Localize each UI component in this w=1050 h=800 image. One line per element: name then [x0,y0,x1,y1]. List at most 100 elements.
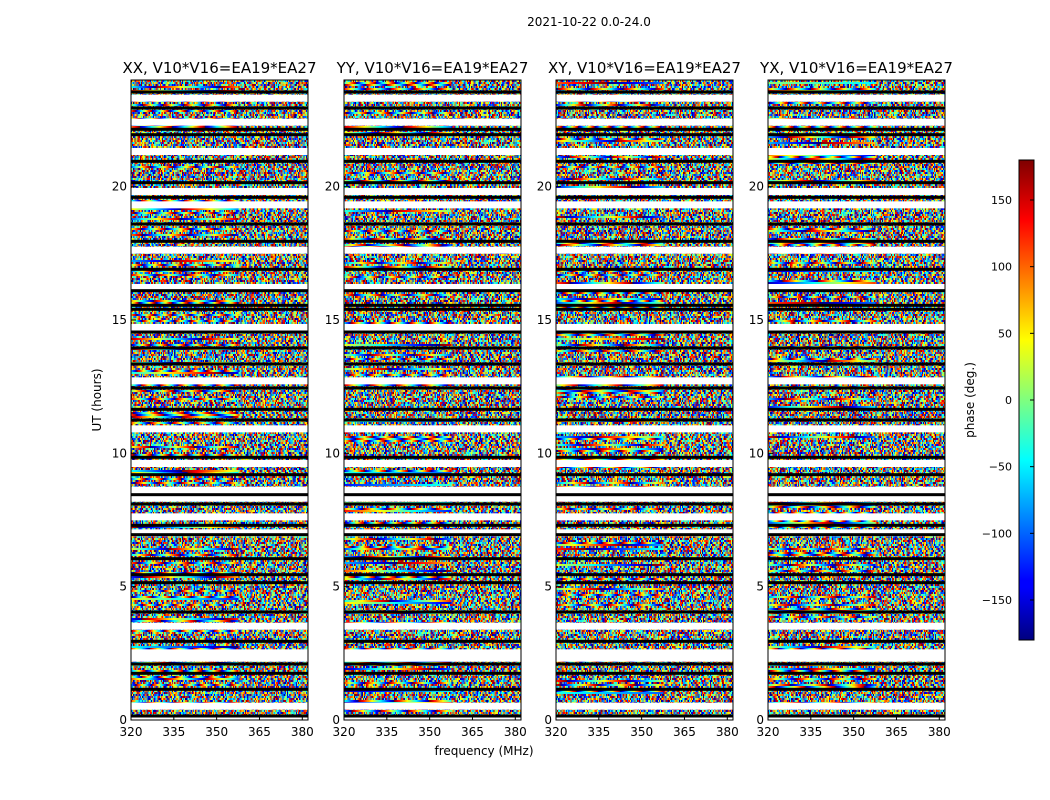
panel-title: XY, V10*V16=EA19*EA27 [548,59,741,77]
flagged-band [344,513,521,521]
gap-band [556,533,733,537]
flagged-band [556,702,733,710]
y-axis-label: UT (hours) [90,368,104,431]
gap-band [131,106,308,110]
x-tick-label: 380 [716,725,739,739]
gap-band [344,493,521,497]
gap-band [131,455,308,459]
flagged-band [768,118,945,126]
y-tick-label: 0 [544,713,552,727]
gap-band [131,289,308,293]
flagged-band [556,188,733,195]
gap-band [131,307,308,311]
gap-band [768,573,945,577]
flagged-band [344,529,521,537]
x-tick-label: 365 [673,725,696,739]
gap-band [344,581,521,585]
gap-band [344,610,521,614]
flagged-band [768,201,945,209]
x-tick-label: 380 [504,725,527,739]
flagged-band [556,654,733,662]
gap-band [556,303,733,307]
flagged-band [556,118,733,126]
gap-band [131,418,308,422]
y-tick-label: 20 [325,180,340,194]
flagged-band [344,148,521,155]
gap-band [131,523,308,527]
gap-band [131,573,308,577]
flagged-band [344,284,521,291]
flagged-band [556,425,733,433]
flagged-band [768,529,945,537]
gap-band [768,159,945,163]
gap-band [768,418,945,422]
gap-band [131,267,308,271]
y-tick-label: 10 [112,446,127,460]
x-tick-label: 335 [162,725,185,739]
gap-band [556,687,733,691]
gap-band [131,662,308,666]
gap-band [344,181,521,185]
flagged-band [131,425,308,433]
gap-band [556,133,733,137]
gap-band [556,502,733,506]
flagged-band [556,246,733,254]
gap-band [131,493,308,497]
gap-band [344,662,521,666]
gap-band [131,330,308,334]
gap-band [768,533,945,537]
gap-band [344,687,521,691]
flagged-band [768,377,945,385]
y-tick-label: 20 [537,180,552,194]
panel-title: XX, V10*V16=EA19*EA27 [122,59,316,77]
flagged-band [556,377,733,385]
gap-band [344,195,521,199]
x-tick-label: 320 [120,725,143,739]
gap-band [344,222,521,226]
flagged-band [344,494,521,502]
flagged-band [131,486,308,494]
flagged-band [556,324,733,331]
gap-band [131,195,308,199]
gap-band [768,407,945,411]
y-tick-label: 15 [325,313,340,327]
flagged-band [556,284,733,291]
x-tick-label: 350 [630,725,653,739]
flagged-band [131,494,308,502]
flagged-band [556,649,733,657]
plot-frame [343,79,522,721]
figure-title: 2021-10-22 0.0-24.0 [527,15,651,29]
x-tick-label: 320 [545,725,568,739]
gap-band [556,239,733,243]
gap-band [131,303,308,307]
gap-band [556,581,733,585]
gap-band [556,330,733,334]
x-tick-label: 335 [799,725,822,739]
gap-band [131,687,308,691]
gap-band [768,714,945,718]
gap-band [131,502,308,506]
gap-band [768,671,945,675]
flagged-band [131,148,308,155]
panel-title: YX, V10*V16=EA19*EA27 [759,59,953,77]
flagged-band [344,714,521,722]
flagged-band [768,425,945,433]
colorbar: −150 −100 −50 0 50 100 150 phase (deg.) [963,159,1035,641]
gap-band [344,267,521,271]
y-tick-label: 10 [749,446,764,460]
gap-band [556,159,733,163]
y-tick-label: 10 [537,446,552,460]
flagged-band [344,118,521,126]
gap-band [344,418,521,422]
gap-band [768,303,945,307]
gap-band [556,639,733,643]
gap-band [556,610,733,614]
gap-band [344,455,521,459]
panel-title: YY, V10*V16=EA19*EA27 [336,59,529,77]
flagged-band [768,654,945,662]
flagged-band [768,649,945,657]
gap-band [768,222,945,226]
gap-band [556,346,733,350]
x-axis-label: frequency (MHz) [434,744,533,758]
gap-band [556,106,733,110]
